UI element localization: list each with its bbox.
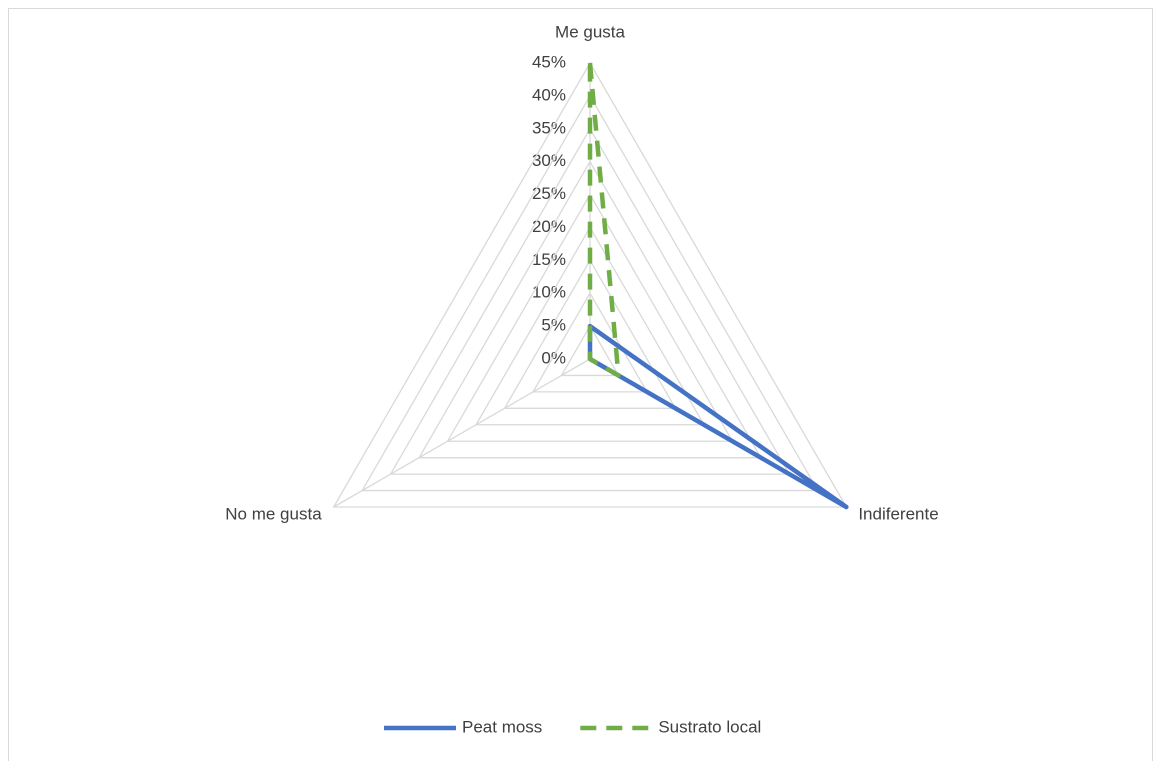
legend-label: Peat moss [462,717,542,736]
chart-frame [8,8,1153,761]
grid-ring [474,226,706,426]
y-tick-label: 25% [532,184,566,203]
grid-ring [560,324,620,377]
series-line [587,323,849,510]
y-tick-label: 20% [532,217,566,236]
y-tick-label: 45% [532,52,566,71]
y-tick-label: 5% [541,316,566,335]
y-tick-label: 15% [532,250,566,269]
grid-ring [389,127,791,475]
series-line [587,60,621,378]
grid-ring [361,94,819,492]
category-label: Indiferente [858,504,938,523]
y-tick-label: 35% [532,118,566,137]
grid-ring [332,61,848,508]
legend-label: Sustrato local [658,717,761,736]
y-tick-label: 30% [532,151,566,170]
grid-ring [417,160,763,459]
grid-ring [503,259,677,409]
y-tick-label: 10% [532,283,566,302]
spoke [333,358,591,508]
grid-ring [531,291,649,393]
y-tick-label: 0% [541,348,566,367]
grid-ring [446,193,734,442]
y-tick-label: 40% [532,85,566,104]
category-label: No me gusta [225,504,322,523]
category-label: Me gusta [555,22,625,41]
